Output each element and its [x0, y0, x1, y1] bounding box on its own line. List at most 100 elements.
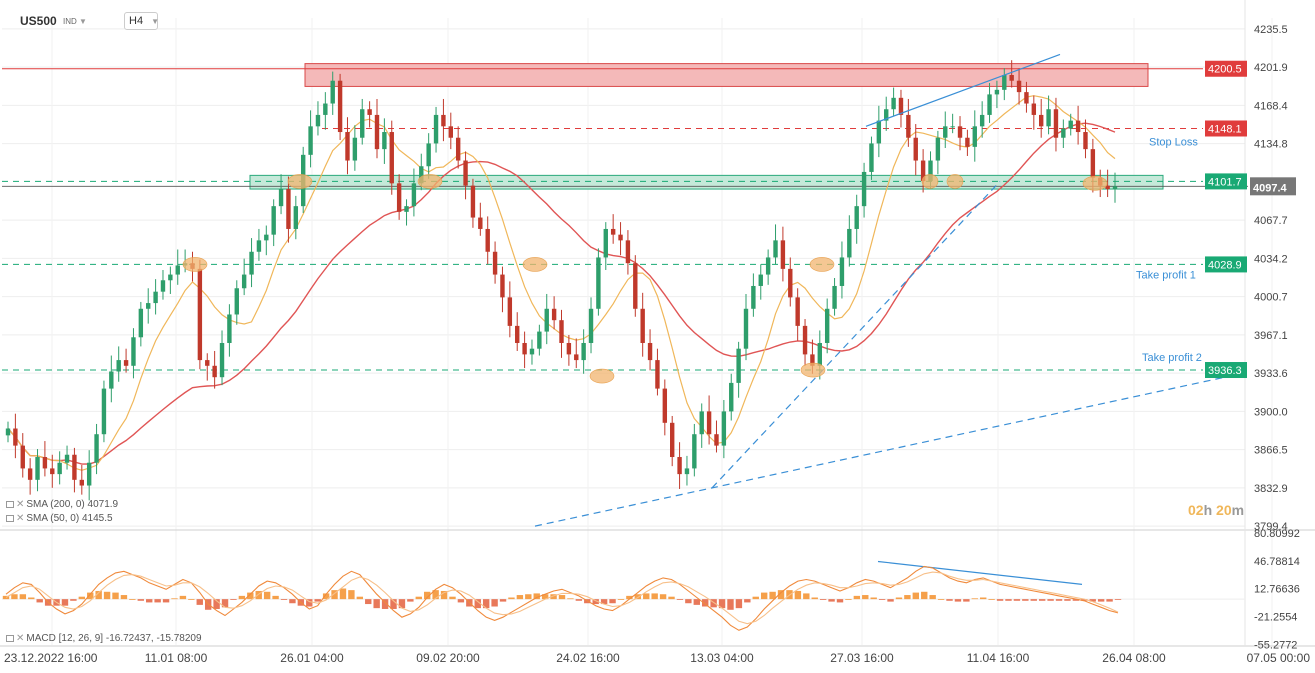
macd-histogram-bar [11, 594, 18, 600]
macd-tick-label: -55.2772 [1254, 639, 1297, 651]
candle-body [588, 308, 594, 343]
macd-histogram-bar [322, 593, 330, 600]
price-level-badge [1205, 120, 1247, 137]
macd-histogram-bar [1072, 599, 1080, 601]
macd-histogram-bar [887, 599, 894, 602]
candle-body [138, 308, 144, 338]
candle-body [736, 348, 741, 383]
macd-histogram-bar [432, 590, 439, 600]
candle-body [212, 365, 217, 378]
price-tick-label: 4168.4 [1254, 100, 1288, 112]
macd-histogram-bar [87, 592, 94, 600]
candle-body [647, 342, 653, 361]
candle-body [116, 360, 121, 372]
macd-histogram-bar [1047, 599, 1054, 601]
candle-body [839, 257, 845, 286]
candle-body [1083, 132, 1088, 150]
sma200-legend[interactable]: ✕ SMA (200, 0) 4071.9 [6, 499, 118, 510]
close-icon[interactable]: ✕ [16, 513, 25, 524]
timeframe-selector[interactable]: H4 ▼ [124, 12, 159, 30]
countdown-hours: 02 [1188, 502, 1204, 518]
settings-icon[interactable] [6, 501, 14, 508]
macd-divergence-line [877, 560, 1083, 586]
instrument-type-label[interactable]: IND ▼ [63, 17, 87, 26]
candle-body [1075, 120, 1081, 133]
candle-body [426, 143, 431, 167]
macd-histogram-bar [819, 599, 827, 600]
candle-body [721, 411, 727, 446]
candle-body [610, 228, 616, 235]
sma200-legend-text: SMA (200, 0) 4071.9 [26, 499, 119, 510]
macd-histogram-bar [895, 597, 903, 600]
candle-body [537, 331, 542, 349]
candle-body [448, 126, 453, 138]
price-level-badge [1205, 60, 1247, 77]
macd-legend[interactable]: ✕ MACD [12, 26, 9] -16.72437, -15.78209 [6, 633, 202, 644]
macd-histogram-bar [921, 591, 928, 600]
price-level-badge-text: 4200.5 [1208, 64, 1242, 76]
candle-body [891, 97, 896, 110]
macd-histogram-bar [668, 596, 675, 600]
price-tick-label: 4000.7 [1254, 292, 1288, 304]
candle-body [470, 185, 476, 218]
level-name-label: Take profit 2 [1142, 352, 1202, 364]
macd-histogram-bar [112, 592, 119, 600]
touch-marker [921, 174, 939, 189]
macd-histogram-bar [1114, 599, 1122, 600]
price-axis[interactable]: 4235.5 4201.9 4168.4 4134.8 4067.7 4034.2 4000… [1205, 24, 1296, 533]
macd-histogram-bar [550, 594, 557, 600]
time-axis[interactable]: 23.12.2022 16:00 11.01 08:00 26.01 04:00 09… [4, 651, 1310, 665]
macd-histogram-bar [828, 599, 835, 602]
close-icon[interactable]: ✕ [16, 633, 25, 644]
candle-body [943, 126, 948, 138]
candle-body [817, 342, 822, 366]
candle-body [374, 114, 380, 150]
touch-marker [589, 368, 615, 384]
candle-body [463, 160, 468, 186]
candle-body [832, 285, 837, 309]
settings-icon[interactable] [6, 635, 14, 642]
candle-body [50, 468, 55, 475]
macd-histogram-bar [803, 593, 810, 600]
macd-histogram-bar [28, 597, 35, 600]
sma50-legend[interactable]: ✕ SMA (50, 0) 4145.5 [6, 513, 113, 524]
trend-lines[interactable] [534, 53, 1231, 527]
candle-body [86, 462, 92, 486]
macd-histogram-bar [407, 599, 414, 602]
candle-body [574, 354, 579, 361]
candle-body [699, 411, 704, 435]
close-icon[interactable]: ✕ [16, 499, 25, 510]
candle-body [773, 240, 778, 258]
candle-body [433, 114, 439, 144]
candle-body [972, 126, 977, 147]
touch-marker [946, 174, 964, 189]
level-name-label: Stop Loss [1149, 136, 1198, 148]
macd-histogram-bar [929, 595, 936, 600]
candle-body [485, 228, 490, 252]
price-tick-label: 3799.4 [1254, 521, 1288, 533]
macd-histogram-bar [146, 599, 153, 603]
upper-trendline[interactable] [865, 53, 1061, 127]
settings-icon[interactable] [6, 515, 14, 522]
macd-histogram-bar [525, 594, 532, 600]
symbol-label[interactable]: US500 [20, 14, 57, 28]
support-trendline[interactable] [534, 375, 1231, 527]
candle-body [352, 137, 358, 161]
macd-histogram-bar [626, 595, 633, 600]
time-tick-label: 27.03 16:00 [830, 651, 894, 665]
macd-tick-label: 46.78814 [1254, 556, 1300, 568]
macd-histogram-bar [617, 599, 625, 600]
candle-body [175, 265, 180, 275]
candle-body [1090, 149, 1096, 178]
rising-trendline[interactable] [711, 180, 1001, 489]
candle-body [234, 288, 239, 315]
macd-histogram-bar [1064, 599, 1071, 601]
candle-body [42, 457, 48, 469]
macd-legend-text: MACD [12, 26, 9] -16.72437, -15.78209 [26, 633, 202, 644]
candle-body [13, 428, 18, 446]
macd-histogram-bar [19, 594, 27, 600]
price-tick-label: 3866.5 [1254, 445, 1288, 457]
macd-histogram-bar [769, 591, 776, 600]
